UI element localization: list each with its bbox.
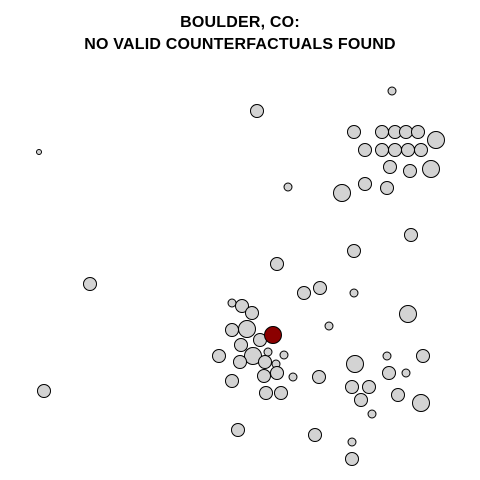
- data-point: [288, 372, 298, 382]
- chart-title-block: BOULDER, CO: NO VALID COUNTERFACTUALS FO…: [0, 12, 480, 56]
- data-point: [391, 388, 405, 402]
- data-point: [312, 370, 326, 384]
- data-point: [212, 349, 226, 363]
- data-point: [404, 228, 418, 242]
- data-point: [375, 143, 389, 157]
- data-point: [399, 125, 413, 139]
- data-point: [411, 125, 425, 139]
- data-point: [401, 368, 411, 378]
- data-point: [245, 306, 259, 320]
- data-point: [231, 423, 245, 437]
- data-point: [349, 288, 359, 298]
- data-point: [347, 437, 357, 447]
- data-point: [250, 104, 264, 118]
- data-point: [347, 125, 361, 139]
- data-point: [403, 164, 417, 178]
- data-point: [358, 143, 372, 157]
- data-point: [345, 452, 359, 466]
- data-point: [347, 244, 361, 258]
- data-point: [227, 298, 237, 308]
- data-point: [354, 393, 368, 407]
- data-point: [416, 349, 430, 363]
- data-point: [279, 350, 289, 360]
- data-point: [422, 160, 440, 178]
- data-point: [387, 86, 397, 96]
- data-point: [388, 143, 402, 157]
- data-point: [36, 149, 42, 155]
- data-point: [238, 320, 256, 338]
- data-point: [234, 338, 248, 352]
- data-point: [399, 305, 417, 323]
- data-point: [263, 347, 273, 357]
- data-point: [257, 369, 271, 383]
- highlighted-data-point: [264, 326, 282, 344]
- data-point: [382, 366, 396, 380]
- data-point: [283, 182, 293, 192]
- data-point: [270, 366, 284, 380]
- data-point: [382, 351, 392, 361]
- data-point: [375, 125, 389, 139]
- data-point: [297, 286, 311, 300]
- chart-title: BOULDER, CO:: [180, 14, 300, 31]
- data-point: [401, 143, 415, 157]
- data-point: [362, 380, 376, 394]
- data-point: [414, 143, 428, 157]
- data-point: [235, 299, 249, 313]
- data-point: [367, 409, 377, 419]
- data-point: [274, 386, 288, 400]
- chart-subtitle: NO VALID COUNTERFACTUALS FOUND: [84, 36, 396, 53]
- data-point: [233, 355, 247, 369]
- data-point: [324, 321, 334, 331]
- data-point: [225, 374, 239, 388]
- data-point: [313, 281, 327, 295]
- data-point: [37, 384, 51, 398]
- data-point: [258, 355, 272, 369]
- data-point: [308, 428, 322, 442]
- data-point: [346, 355, 364, 373]
- data-point: [427, 131, 445, 149]
- data-point: [225, 323, 239, 337]
- data-point: [412, 394, 430, 412]
- data-point: [83, 277, 97, 291]
- data-point: [270, 257, 284, 271]
- data-point: [259, 386, 273, 400]
- data-point: [345, 380, 359, 394]
- data-point: [380, 181, 394, 195]
- data-point: [358, 177, 372, 191]
- data-point: [333, 184, 351, 202]
- data-point: [383, 160, 397, 174]
